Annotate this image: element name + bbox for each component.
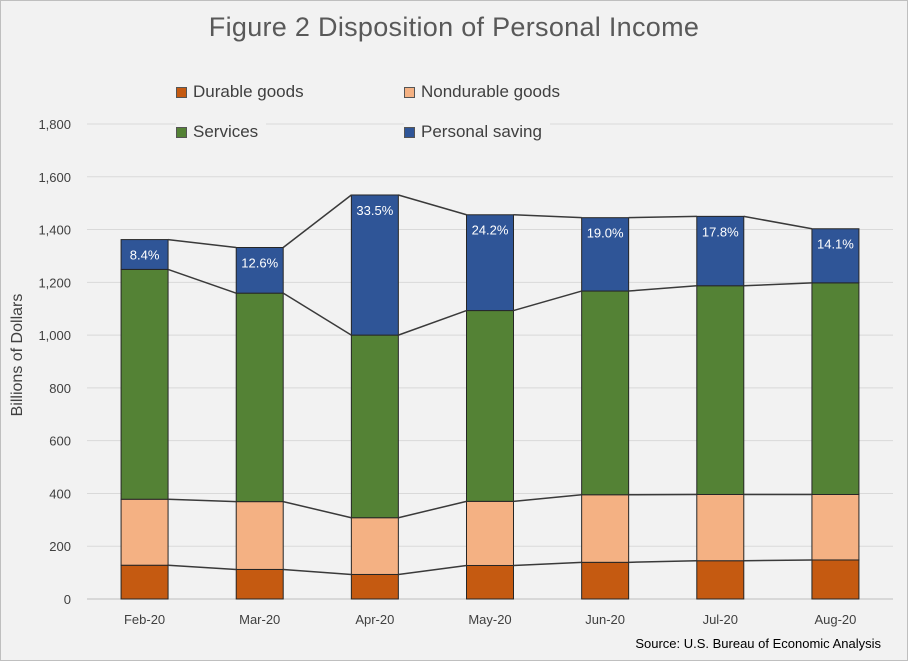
bar-segment-durable-goods bbox=[235, 568, 284, 600]
saving-rate-label: 8.4% bbox=[130, 247, 160, 262]
y-tick-label: 1,400 bbox=[38, 223, 71, 238]
legend-swatch-services bbox=[176, 126, 187, 138]
bar-segment-durable-goods bbox=[350, 573, 399, 600]
x-tick-label: Apr-20 bbox=[355, 612, 394, 627]
bar-segment-personal-saving bbox=[235, 247, 284, 294]
legend-swatch-durable-goods bbox=[176, 86, 187, 98]
series-connector-line bbox=[283, 568, 352, 576]
bar-segment-services bbox=[811, 282, 860, 495]
x-tick-label: Mar-20 bbox=[239, 612, 280, 627]
y-tick-label: 1,000 bbox=[38, 328, 71, 343]
legend-label-durable-goods: Durable goods bbox=[193, 82, 304, 101]
bar-segment-durable-goods bbox=[120, 564, 169, 600]
saving-rate-label: 19.0% bbox=[587, 226, 624, 241]
legend-item-services: Services bbox=[176, 122, 267, 142]
series-connector-line bbox=[513, 494, 582, 503]
bar-segment-services bbox=[120, 268, 169, 500]
bar-segment-durable-goods bbox=[466, 564, 514, 600]
y-tick-label: 1,600 bbox=[38, 170, 71, 185]
series-connector-line bbox=[628, 285, 697, 292]
bar-segment-nondurable-goods bbox=[581, 494, 630, 563]
series-connector-line bbox=[167, 268, 237, 294]
y-tick-label: 0 bbox=[64, 592, 71, 607]
legend-item-durable-goods: Durable goods bbox=[176, 82, 312, 102]
bar-segment-nondurable-goods bbox=[350, 517, 399, 575]
bar-segment-durable-goods bbox=[581, 561, 630, 600]
series-connector-line bbox=[168, 498, 237, 503]
legend-label-nondurable-goods: Nondurable goods bbox=[421, 82, 560, 101]
bar-segment-nondurable-goods bbox=[696, 494, 745, 562]
saving-rate-label: 24.2% bbox=[472, 223, 509, 238]
chart-title: Figure 2 Disposition of Personal Income bbox=[208, 12, 700, 42]
saving-rate-label: 12.6% bbox=[241, 255, 278, 270]
bar-segment-services bbox=[350, 334, 399, 519]
series-connector-line bbox=[743, 559, 812, 562]
series-connector-line bbox=[167, 238, 237, 249]
x-tick-label: Jun-20 bbox=[585, 612, 625, 627]
y-tick-label: 600 bbox=[49, 434, 71, 449]
bar-segment-services bbox=[235, 292, 284, 503]
saving-rate-label: 33.5% bbox=[356, 203, 393, 218]
legend-swatch-nondurable-goods bbox=[404, 86, 415, 98]
series-connector-line bbox=[398, 309, 467, 336]
bar-segment-personal-saving bbox=[581, 217, 630, 292]
series-connector-line bbox=[168, 564, 237, 571]
series-connector-line bbox=[743, 215, 813, 230]
bar-segment-durable-goods bbox=[696, 560, 745, 600]
bar-segment-personal-saving bbox=[350, 194, 399, 336]
bar-segment-services bbox=[696, 285, 745, 495]
series-connector-line bbox=[398, 500, 467, 519]
bar-segment-services bbox=[466, 310, 514, 502]
bar-segment-services bbox=[581, 290, 630, 496]
series-connector-line bbox=[513, 290, 582, 312]
y-tick-label: 400 bbox=[49, 486, 71, 501]
bar-segment-durable-goods bbox=[811, 559, 860, 600]
series-connector-line bbox=[513, 214, 582, 219]
legend-item-personal-saving: Personal saving bbox=[404, 122, 550, 142]
series-connector-line bbox=[398, 194, 467, 216]
series-connector-line bbox=[628, 559, 697, 564]
saving-rate-label: 14.1% bbox=[817, 237, 854, 252]
x-tick-label: Jul-20 bbox=[703, 612, 738, 627]
series-connector-line bbox=[513, 561, 582, 567]
bar-segment-personal-saving bbox=[120, 239, 169, 270]
saving-rate-label: 17.8% bbox=[702, 224, 739, 239]
series-connector-line bbox=[282, 292, 352, 336]
legend-swatch-personal-saving bbox=[404, 126, 415, 138]
bar-segment-personal-saving bbox=[811, 228, 860, 284]
bar-segment-nondurable-goods bbox=[811, 494, 860, 561]
legend-label-services: Services bbox=[193, 122, 259, 141]
legend-item-nondurable-goods: Nondurable goods bbox=[404, 82, 568, 102]
bar-segment-nondurable-goods bbox=[466, 500, 514, 566]
y-tick-label: 200 bbox=[49, 539, 71, 554]
x-tick-label: May-20 bbox=[468, 612, 511, 627]
series-connector-line bbox=[283, 500, 352, 519]
bar-segment-nondurable-goods bbox=[120, 498, 169, 566]
series-connector-line bbox=[743, 282, 812, 287]
series-connector-line bbox=[282, 194, 352, 249]
x-tick-label: Feb-20 bbox=[124, 612, 165, 627]
series-connector-line bbox=[628, 215, 697, 219]
series-connector-line bbox=[398, 564, 467, 576]
y-tick-label: 1,200 bbox=[38, 275, 71, 290]
legend-label-personal-saving: Personal saving bbox=[421, 122, 542, 141]
y-tick-label: 800 bbox=[49, 381, 71, 396]
bar-segment-nondurable-goods bbox=[235, 501, 284, 570]
bar-segment-personal-saving bbox=[466, 214, 514, 312]
y-tick-label: 1,800 bbox=[38, 117, 71, 132]
source-note: Source: U.S. Bureau of Economic Analysis bbox=[635, 636, 881, 651]
x-tick-label: Aug-20 bbox=[814, 612, 856, 627]
bar-segment-personal-saving bbox=[696, 215, 745, 287]
